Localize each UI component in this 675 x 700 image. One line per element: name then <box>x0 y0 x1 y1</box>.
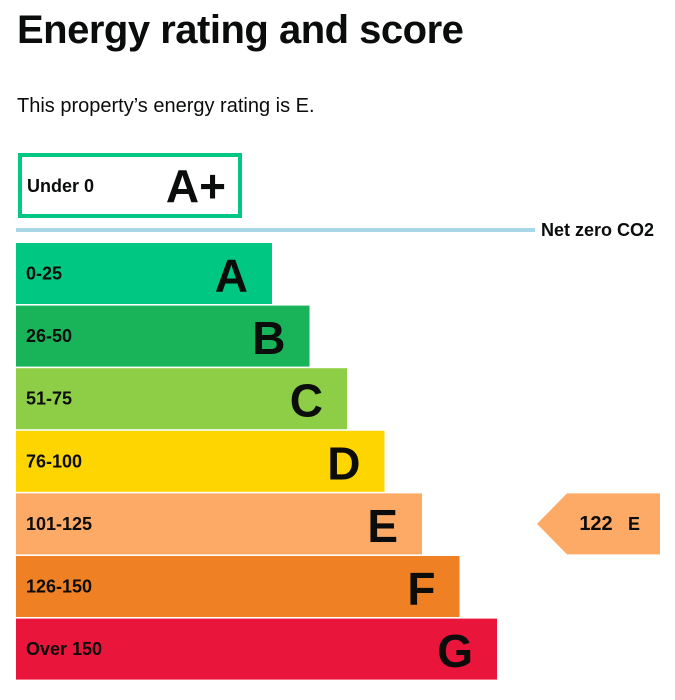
top-band-letter: A+ <box>166 160 226 212</box>
band-range: 51-75 <box>26 389 72 409</box>
band-bar <box>16 243 272 304</box>
band-range: 101-125 <box>26 514 92 534</box>
current-letter: E <box>628 514 640 534</box>
band-bar <box>16 618 497 680</box>
band-range: 0-25 <box>26 264 62 284</box>
band-letter: F <box>407 563 435 615</box>
band-letter: B <box>252 312 285 364</box>
band-bar <box>16 368 347 430</box>
band-letter: E <box>367 500 398 552</box>
band-range: 26-50 <box>26 326 72 346</box>
band-bar <box>16 305 310 367</box>
band-range: Over 150 <box>26 639 102 659</box>
band-bar <box>16 430 385 492</box>
intro: This property’s energy rating is E. <box>17 95 315 117</box>
top-band-box <box>18 153 242 218</box>
band-bar <box>16 556 460 617</box>
band-letter: G <box>437 625 473 677</box>
band-range: 126-150 <box>26 577 92 597</box>
band-letter: D <box>327 437 360 489</box>
band-letter: A <box>215 250 248 302</box>
band-range: 76-100 <box>26 451 82 471</box>
band-letter: C <box>290 375 323 427</box>
band-bar <box>16 493 422 555</box>
top-band-range: Under 0 <box>27 176 94 196</box>
title: Energy rating and score <box>17 8 464 52</box>
current-score: 122 <box>579 513 612 535</box>
net-zero-label: Net zero CO2 <box>541 220 654 240</box>
current-rating-arrow <box>537 493 660 555</box>
